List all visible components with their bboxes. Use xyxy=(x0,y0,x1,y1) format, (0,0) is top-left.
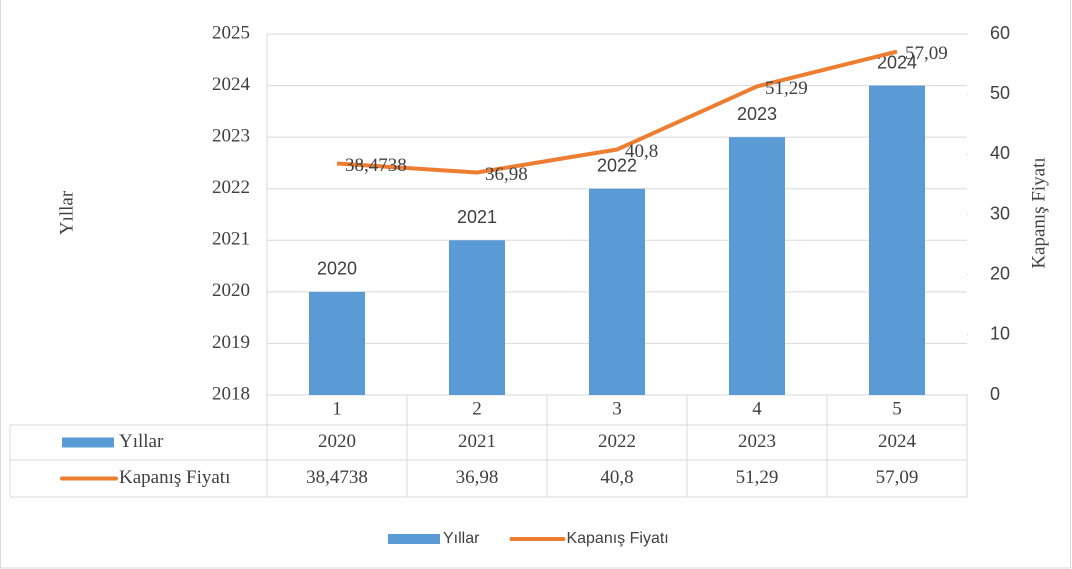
y-tick-label: 2019 xyxy=(212,332,250,353)
bar-value-label: 2021 xyxy=(457,207,497,227)
bar-value-label: 2020 xyxy=(317,259,357,279)
y-tick-label: 2021 xyxy=(212,229,250,250)
y2-tick-label: 20 xyxy=(990,263,1010,283)
table-cell: 2022 xyxy=(598,431,636,452)
line-value-label: 36,98 xyxy=(485,164,528,185)
bar-value-label: 2022 xyxy=(597,155,637,175)
table-cell: 2023 xyxy=(738,431,776,452)
line xyxy=(336,49,898,175)
bar-value-label: 2024 xyxy=(877,52,917,72)
x-tick-label: 4 xyxy=(752,398,762,419)
y2-tick-label: 0 xyxy=(990,384,1000,404)
table-cell: 2020 xyxy=(318,431,356,452)
y2-tick-label: 40 xyxy=(990,143,1010,163)
y-tick-label: 2024 xyxy=(212,74,251,95)
y2-tick-label: 30 xyxy=(990,203,1010,223)
y-tick-label: 2022 xyxy=(212,177,250,198)
y2-tick-label: 60 xyxy=(990,23,1010,43)
table-cell: 36,98 xyxy=(456,467,499,488)
table-cell: 57,09 xyxy=(876,467,919,488)
legend-label: Yıllar xyxy=(443,530,480,547)
bar xyxy=(729,137,785,395)
line-value-label: 38,4738 xyxy=(345,155,407,176)
line-value-label: 40,8 xyxy=(625,141,658,162)
y-tick-label: 2018 xyxy=(212,383,250,404)
x-tick-label: 2 xyxy=(472,398,482,419)
bar xyxy=(869,85,925,396)
y2-axis-label: Kapanış Fiyatı xyxy=(1028,157,1049,268)
y-axis-label: Yıllar xyxy=(56,190,77,235)
bar xyxy=(449,240,505,395)
y2-tick-label: 10 xyxy=(990,324,1010,344)
x-tick-label: 1 xyxy=(332,398,342,419)
table-cell: 2024 xyxy=(878,431,917,452)
table-legend-key xyxy=(62,437,114,448)
y-tick-label: 2025 xyxy=(212,22,250,43)
y-tick-label: 2023 xyxy=(212,126,250,147)
bar xyxy=(309,291,365,395)
x-tick-label: 5 xyxy=(892,398,902,419)
table-cell: 2021 xyxy=(458,431,496,452)
legend-label: Kapanış Fiyatı xyxy=(566,530,668,547)
bar-value-label: 2023 xyxy=(737,104,777,124)
legend-key xyxy=(388,534,440,544)
table-cell: 38,4738 xyxy=(306,467,368,488)
line-value-label: 51,29 xyxy=(765,78,808,99)
y2-tick-label: 50 xyxy=(990,83,1010,103)
table-row-header: Yıllar xyxy=(119,431,164,452)
table-cell: 40,8 xyxy=(600,467,633,488)
x-tick-label: 3 xyxy=(612,398,622,419)
y-tick-label: 2020 xyxy=(212,280,250,301)
table-cell: 51,29 xyxy=(736,467,779,488)
line-value-label: 57,09 xyxy=(905,43,948,64)
bar xyxy=(589,188,645,395)
table-row-header: Kapanış Fiyatı xyxy=(119,467,230,488)
